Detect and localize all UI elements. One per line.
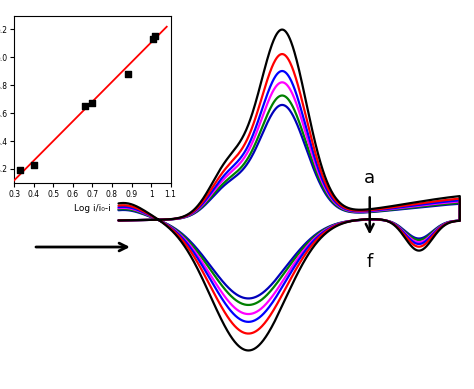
- Text: a: a: [364, 169, 375, 187]
- Point: [81, 103, 88, 109]
- Point: [89, 100, 96, 107]
- Point: [124, 71, 131, 77]
- X-axis label: Log i/i₀-i: Log i/i₀-i: [74, 204, 111, 213]
- Text: f: f: [366, 253, 373, 271]
- Point: [16, 167, 24, 173]
- Point: [30, 161, 37, 168]
- Point: [151, 33, 159, 40]
- Point: [149, 36, 157, 42]
